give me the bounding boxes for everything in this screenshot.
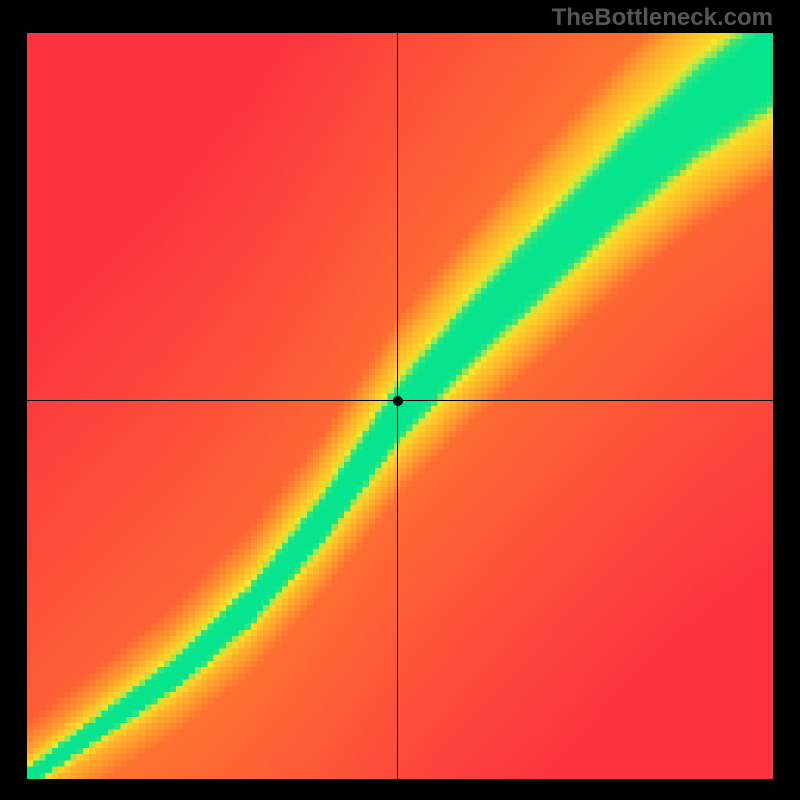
crosshair-vertical bbox=[397, 33, 398, 779]
bottleneck-heatmap bbox=[27, 33, 773, 779]
watermark-text: TheBottleneck.com bbox=[552, 4, 773, 32]
chart-container: TheBottleneck.com bbox=[0, 0, 800, 800]
crosshair-marker bbox=[393, 396, 403, 406]
